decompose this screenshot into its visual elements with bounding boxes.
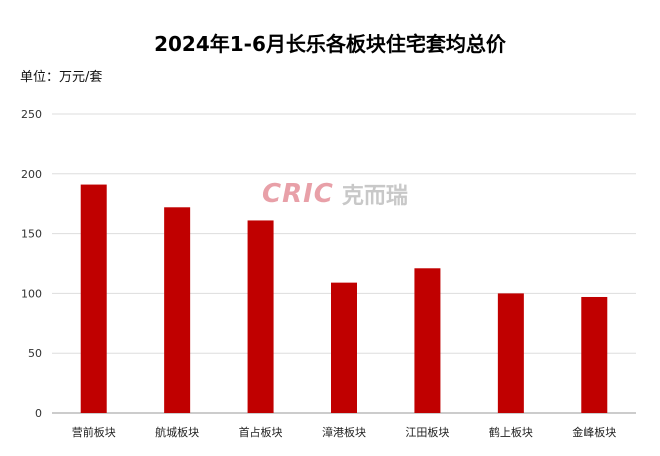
bar	[497, 293, 524, 413]
bar	[331, 282, 357, 413]
bar	[414, 268, 441, 413]
cric-watermark-logo: CRIC 克而瑞	[262, 178, 408, 210]
x-tick-label: 航城板块	[155, 425, 199, 439]
x-tick-label: 江田板块	[405, 425, 449, 439]
chart-title: 2024年1-6月长乐各板块住宅套均总价	[154, 32, 506, 56]
y-tick-label: 50	[28, 347, 42, 360]
watermark-logo-cn: 克而瑞	[341, 184, 408, 209]
bar	[581, 296, 608, 413]
x-tick-label: 鹤上板块	[489, 425, 533, 439]
watermark-logo-en: CRIC	[262, 179, 334, 209]
x-tick-label: 漳港板块	[322, 425, 366, 439]
bar	[80, 184, 107, 413]
y-tick-label: 200	[21, 168, 42, 181]
x-tick-label: 首占板块	[239, 425, 283, 439]
y-tick-label: 250	[21, 108, 42, 121]
unit-label: 单位：万元/套	[20, 70, 103, 85]
y-tick-label: 100	[21, 287, 42, 300]
y-tick-label: 0	[35, 407, 42, 420]
bar	[247, 220, 274, 413]
y-tick-label: 150	[21, 228, 42, 241]
x-tick-label: 金峰板块	[572, 425, 616, 439]
x-tick-label: 营前板块	[72, 425, 116, 439]
bar	[164, 207, 191, 413]
